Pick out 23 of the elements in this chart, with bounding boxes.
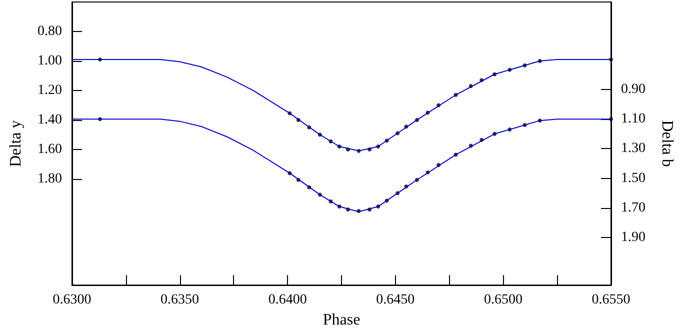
y-tick-label: 0.80	[38, 24, 62, 39]
x-tick-label: 0.6500	[484, 292, 522, 308]
y2-tick-label: 1.30	[621, 141, 646, 156]
y-tick-label: 1.80	[38, 171, 62, 186]
x-tick-label: 0.6350	[160, 292, 200, 308]
x-tick-label: 0.6450	[376, 292, 415, 308]
x-axis-title: Phase	[322, 312, 360, 328]
y-tick-label: 1.40	[38, 112, 62, 128]
x-tick-label: 0.6400	[268, 292, 307, 308]
x-tick-label: 0.6300	[52, 292, 92, 308]
line-series	[72, 118, 612, 212]
y-axis-title: Delta y	[8, 120, 24, 167]
y-tick-label: 1.60	[38, 142, 62, 157]
y2-tick-label: 0.90	[621, 82, 646, 97]
x-tick-label: 0.6550	[592, 292, 630, 308]
y-tick-label: 1.20	[38, 82, 62, 98]
y2-tick-label: 1.90	[621, 230, 646, 246]
y-tick-label: 1.00	[38, 53, 62, 68]
y2-tick-label: 1.50	[621, 170, 646, 186]
line-series	[72, 59, 612, 152]
y2-tick-label: 1.10	[621, 112, 646, 127]
y2-axis-title: Delta b	[658, 120, 676, 167]
y2-tick-label: 1.70	[621, 200, 646, 216]
